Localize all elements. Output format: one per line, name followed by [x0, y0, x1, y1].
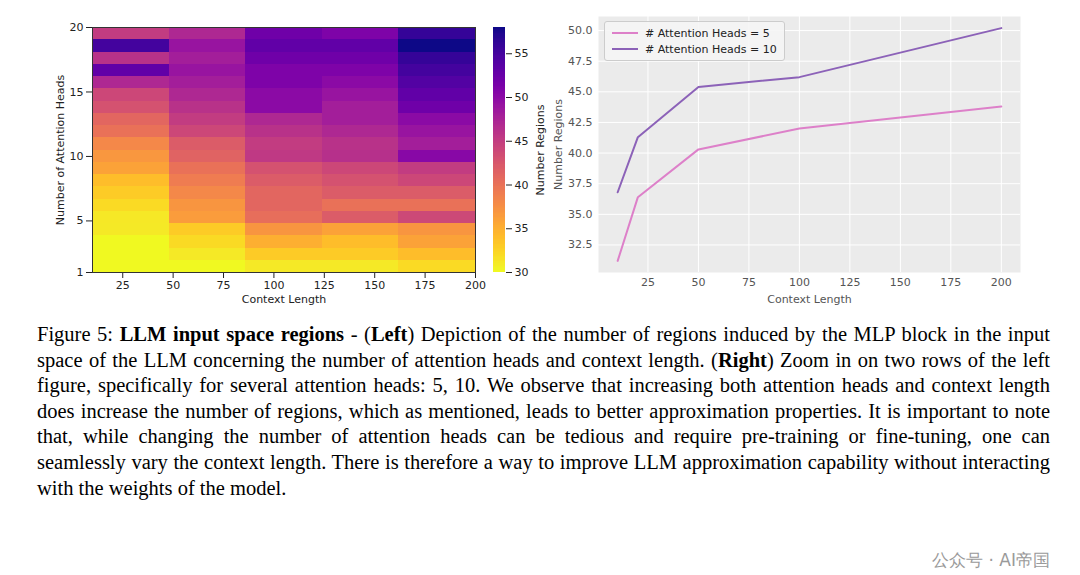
- svg-text:75: 75: [217, 279, 231, 292]
- svg-text:55: 55: [515, 47, 529, 60]
- svg-text:15: 15: [70, 85, 84, 98]
- svg-text:5: 5: [77, 214, 84, 227]
- svg-text:100: 100: [789, 276, 810, 289]
- svg-text:50: 50: [691, 276, 705, 289]
- html-text:# Attention Heads = 5: # Attention Heads = 5: [645, 26, 770, 40]
- svg-text:Number Regions: Number Regions: [552, 99, 565, 190]
- svg-text:35: 35: [515, 222, 529, 235]
- svg-text:150: 150: [890, 276, 911, 289]
- svg-text:42.5: 42.5: [568, 116, 593, 129]
- svg-text:40.0: 40.0: [568, 147, 593, 160]
- svg-text:125: 125: [839, 276, 860, 289]
- svg-text:75: 75: [742, 276, 756, 289]
- svg-text:50.0: 50.0: [568, 24, 593, 37]
- svg-text:20: 20: [70, 21, 84, 34]
- svg-text:Context Length: Context Length: [242, 293, 327, 306]
- svg-text:125: 125: [314, 279, 335, 292]
- svg-text:1: 1: [77, 266, 84, 279]
- svg-text:Number of Attention Heads: Number of Attention Heads: [54, 74, 67, 225]
- svg-text:45: 45: [515, 135, 529, 148]
- svg-text:10: 10: [70, 150, 84, 163]
- svg-text:150: 150: [364, 279, 385, 292]
- svg-text:50: 50: [166, 279, 180, 292]
- svg-text:25: 25: [116, 279, 130, 292]
- svg-text:32.5: 32.5: [568, 238, 593, 251]
- svg-text:50: 50: [515, 91, 529, 104]
- svg-text:100: 100: [263, 279, 284, 292]
- svg-text:Context Length: Context Length: [767, 293, 852, 306]
- svg-text:200: 200: [991, 276, 1012, 289]
- html-text:Figure 5: LLM input space regi: Figure 5: LLM input space regions - (Lef…: [37, 323, 1050, 499]
- svg-text:Number Regions: Number Regions: [534, 104, 547, 195]
- svg-text:25: 25: [641, 276, 655, 289]
- html-text:公众号 · AI帝国: 公众号 · AI帝国: [932, 550, 1050, 570]
- html-text:# Attention Heads = 10: # Attention Heads = 10: [645, 42, 777, 56]
- svg-text:47.5: 47.5: [568, 55, 593, 68]
- svg-text:30: 30: [515, 266, 529, 279]
- svg-text:37.5: 37.5: [568, 177, 593, 190]
- svg-text:40: 40: [515, 179, 529, 192]
- svg-text:175: 175: [415, 279, 436, 292]
- svg-text:175: 175: [940, 276, 961, 289]
- svg-text:45.0: 45.0: [568, 85, 593, 98]
- svg-text:35.0: 35.0: [568, 208, 593, 221]
- svg-text:200: 200: [465, 279, 486, 292]
